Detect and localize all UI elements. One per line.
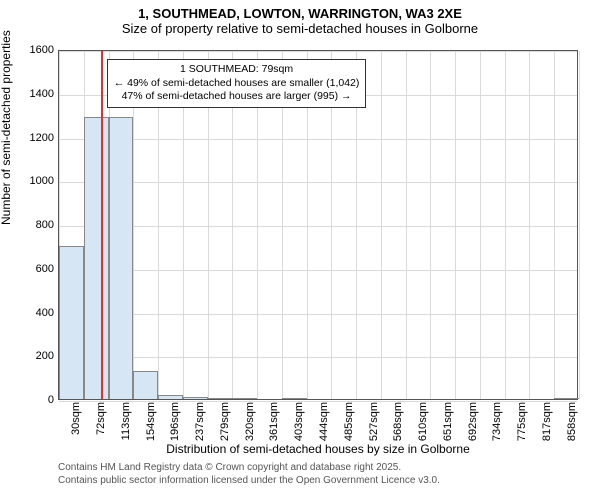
ytick-label: 1000 (30, 175, 54, 187)
histogram-bar (554, 398, 579, 399)
ytick-label: 1200 (30, 132, 54, 144)
title-block: 1, SOUTHMEAD, LOWTON, WARRINGTON, WA3 2X… (0, 0, 600, 36)
gridline-v (381, 51, 382, 399)
histogram-bar (59, 246, 84, 399)
gridline-h (59, 314, 577, 315)
gridline-v (480, 51, 481, 399)
title-address: 1, SOUTHMEAD, LOWTON, WARRINGTON, WA3 2X… (0, 6, 600, 21)
gridline-h (59, 139, 577, 140)
gridline-v (579, 51, 580, 399)
attribution-line1: Contains HM Land Registry data © Crown c… (58, 462, 440, 475)
histogram-bar (84, 117, 109, 399)
attribution: Contains HM Land Registry data © Crown c… (58, 462, 440, 487)
histogram-bar (109, 117, 134, 399)
histogram-bar (133, 371, 158, 399)
property-marker-line (101, 51, 103, 399)
attribution-line2: Contains public sector information licen… (58, 475, 440, 488)
gridline-v (430, 51, 431, 399)
histogram-bar (208, 398, 233, 399)
ytick-label: 800 (36, 219, 54, 231)
ytick-label: 200 (36, 350, 54, 362)
gridline-v (406, 51, 407, 399)
gridline-h (59, 51, 577, 52)
gridline-v (554, 51, 555, 399)
gridline-h (59, 182, 577, 183)
histogram-bar (158, 395, 183, 399)
gridline-h (59, 226, 577, 227)
x-axis-label: Distribution of semi-detached houses by … (58, 442, 578, 456)
annotation-line3: 47% of semi-detached houses are larger (… (114, 90, 360, 104)
ytick-label: 1600 (30, 44, 54, 56)
histogram-bar (183, 397, 208, 399)
title-subtitle: Size of property relative to semi-detach… (0, 21, 600, 36)
plot-area: 1 SOUTHMEAD: 79sqm← 49% of semi-detached… (58, 50, 578, 400)
gridline-v (505, 51, 506, 399)
histogram-bar (282, 398, 307, 399)
gridline-v (455, 51, 456, 399)
histogram-bar (232, 398, 257, 399)
gridline-h (59, 270, 577, 271)
ytick-label: 400 (36, 307, 54, 319)
gridline-v (529, 51, 530, 399)
ytick-label: 0 (48, 394, 54, 406)
y-axis-label: Number of semi-detached properties (0, 30, 13, 225)
ytick-label: 1400 (30, 88, 54, 100)
annotation-line2: ← 49% of semi-detached houses are smalle… (114, 77, 360, 91)
annotation-line1: 1 SOUTHMEAD: 79sqm (114, 63, 360, 77)
annotation-box: 1 SOUTHMEAD: 79sqm← 49% of semi-detached… (107, 59, 367, 108)
chart-container: 1, SOUTHMEAD, LOWTON, WARRINGTON, WA3 2X… (0, 0, 600, 500)
ytick-label: 600 (36, 263, 54, 275)
gridline-h (59, 357, 577, 358)
